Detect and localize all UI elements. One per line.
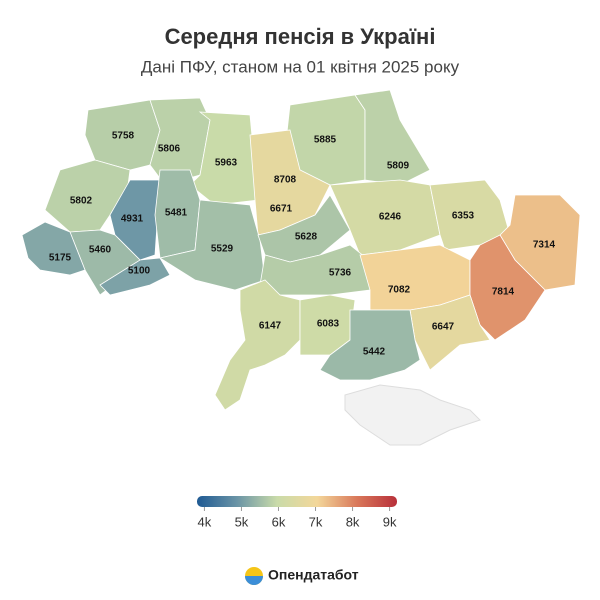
colorbar-tick-label: 6k bbox=[272, 514, 286, 529]
value-label: 5963 bbox=[215, 158, 238, 169]
brand-logo-half bbox=[245, 576, 263, 585]
value-label: 5529 bbox=[211, 244, 234, 255]
value-label: 8708 bbox=[274, 175, 297, 186]
colorbar-tick-label: 4k bbox=[198, 514, 212, 529]
region bbox=[99, 257, 171, 296]
value-label: 5481 bbox=[165, 208, 188, 219]
title: Середня пенсія в Україні bbox=[165, 24, 436, 49]
regions bbox=[21, 89, 581, 411]
region bbox=[214, 279, 301, 411]
colorbar-tick-label: 5k bbox=[235, 514, 249, 529]
crimea bbox=[344, 384, 481, 446]
value-label: 5628 bbox=[295, 232, 318, 243]
brand: Опендатабот bbox=[268, 567, 359, 583]
value-label: 7814 bbox=[492, 287, 515, 298]
region bbox=[189, 111, 259, 206]
value-label: 6671 bbox=[270, 204, 293, 215]
colorbar-tick-label: 8k bbox=[346, 514, 360, 529]
value-label: 5442 bbox=[363, 347, 386, 358]
value-label: 5758 bbox=[112, 131, 135, 142]
region bbox=[469, 234, 546, 341]
region bbox=[354, 89, 431, 186]
value-label: 7082 bbox=[388, 285, 411, 296]
value-label: 5806 bbox=[158, 144, 181, 155]
region bbox=[158, 199, 266, 291]
value-label: 7314 bbox=[533, 240, 556, 251]
region bbox=[319, 309, 421, 381]
colorbar-tick-label: 9k bbox=[383, 514, 397, 529]
region bbox=[21, 221, 86, 276]
value-label: 5802 bbox=[70, 196, 93, 207]
value-label: 5809 bbox=[387, 161, 410, 172]
value-label: 6083 bbox=[317, 319, 340, 330]
subtitle: Дані ПФУ, станом на 01 квітня 2025 року bbox=[141, 57, 460, 76]
colorbar bbox=[197, 496, 397, 507]
value-label: 6353 bbox=[452, 211, 475, 222]
region bbox=[409, 294, 491, 371]
value-label: 5736 bbox=[329, 268, 352, 279]
value-label: 6147 bbox=[259, 321, 282, 332]
value-label: 5175 bbox=[49, 253, 72, 264]
value-label: 5100 bbox=[128, 266, 151, 277]
labels: 5758 5806 5963 5885 5809 8708 6671 5802 4931 5481… bbox=[49, 131, 556, 358]
value-label: 5460 bbox=[89, 245, 112, 256]
value-label: 6246 bbox=[379, 212, 402, 223]
value-label: 6647 bbox=[432, 322, 455, 333]
region bbox=[329, 179, 441, 256]
colorbar-ticks: 4k 5k 6k 7k 8k 9k bbox=[198, 507, 397, 529]
value-label: 5885 bbox=[314, 135, 337, 146]
colorbar-tick-label: 7k bbox=[309, 514, 323, 529]
value-label: 4931 bbox=[121, 214, 144, 225]
